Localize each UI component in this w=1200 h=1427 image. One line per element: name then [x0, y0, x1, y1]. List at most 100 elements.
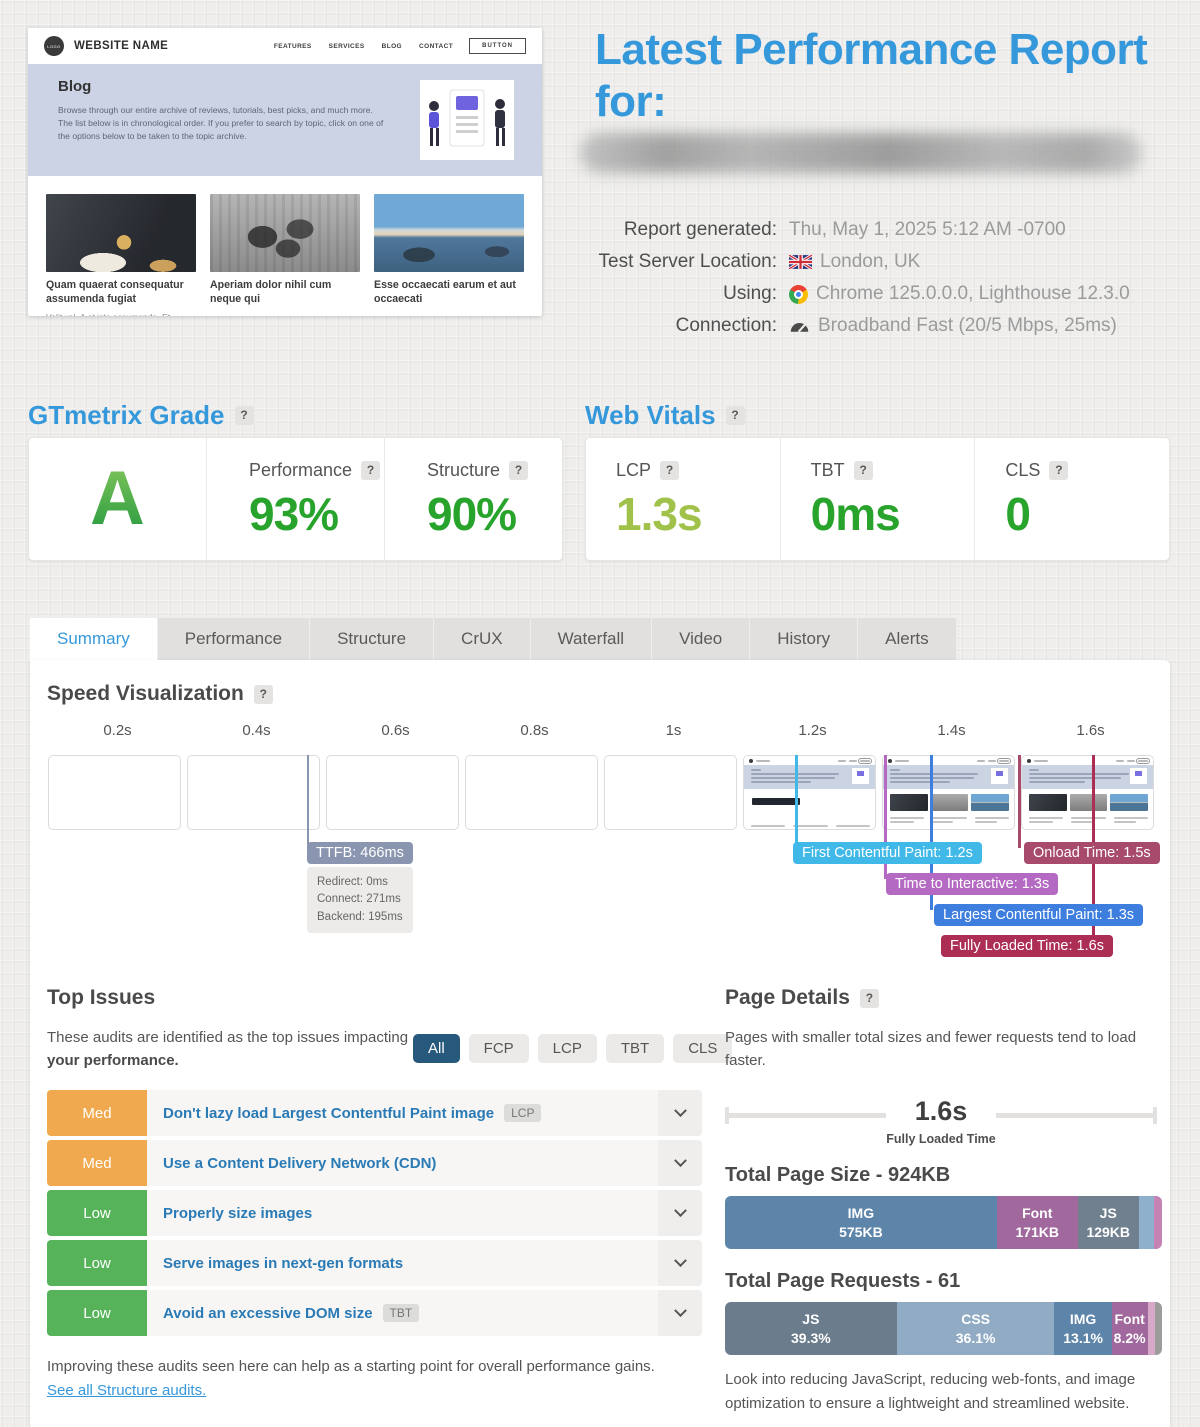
issue-title[interactable]: Don't lazy load Largest Contentful Paint…: [163, 1104, 495, 1122]
help-icon[interactable]: ?: [853, 461, 873, 480]
total-page-size-title: Total Page Size - 924KB: [725, 1164, 951, 1186]
structure-metric: Structure ? 90%: [384, 438, 562, 560]
tbt-label: TBT: [810, 460, 845, 480]
chevron-down-icon: [673, 1253, 687, 1267]
requests-segment-other1: [1147, 1302, 1155, 1355]
summary-panel: Speed Visualization ? 0.2s 0.4s 0.6s 0.8…: [30, 660, 1170, 1427]
requests-segment-js: JS 39.3%: [725, 1302, 897, 1355]
issue-row[interactable]: Low Avoid an excessive DOM size TBT: [47, 1290, 702, 1336]
ttfb-marker-line: [307, 755, 309, 847]
fully-loaded-time-slider: 1.6s Fully Loaded Time: [725, 1096, 1157, 1152]
meta-row-using: Using: Chrome 125.0.0.0, Lighthouse 12.3…: [585, 278, 1145, 310]
page-details-description: Pages with smaller total sizes and fewer…: [725, 1029, 1137, 1070]
issue-title[interactable]: Properly size images: [163, 1204, 313, 1222]
speed-visualization-heading: Speed Visualization ?: [47, 682, 273, 706]
tab-structure[interactable]: Structure: [310, 618, 435, 660]
size-segment-img: IMG 575KB: [725, 1196, 997, 1249]
top-issues-heading-text: Top Issues: [47, 986, 156, 1009]
top-issues-heading: Top Issues: [47, 986, 155, 1010]
meta-label: Report generated:: [623, 219, 777, 240]
preview-card-image-noodles: [46, 194, 196, 272]
help-icon[interactable]: ?: [361, 461, 381, 480]
filmstrip: [48, 755, 1160, 830]
filter-lcp-button[interactable]: LCP: [537, 1034, 597, 1063]
time-label: 1s: [665, 722, 682, 739]
issue-row[interactable]: Low Properly size images: [47, 1190, 702, 1236]
issue-title[interactable]: Use a Content Delivery Network (CDN): [163, 1154, 437, 1172]
total-page-requests-title: Total Page Requests - 61: [725, 1270, 961, 1292]
tab-performance[interactable]: Performance: [157, 618, 311, 660]
issues-list: Med Don't lazy load Largest Contentful P…: [47, 1090, 702, 1340]
help-icon[interactable]: ?: [509, 461, 529, 480]
issue-tag: TBT: [382, 1304, 420, 1322]
issue-title[interactable]: Avoid an excessive DOM size: [163, 1304, 373, 1322]
tti-marker-line: [884, 755, 887, 879]
meta-label: Test Server Location:: [598, 251, 777, 272]
filmstrip-frame: [465, 755, 598, 830]
issue-row[interactable]: Low Serve images in next-gen formats: [47, 1240, 702, 1286]
requests-segment-font: Font 8.2%: [1111, 1302, 1148, 1355]
tab-crux[interactable]: CrUX: [434, 618, 531, 660]
top-issues-description-text: These audits are identified as the top i…: [47, 1029, 409, 1046]
cls-metric: CLS ? 0: [974, 438, 1169, 560]
issue-row[interactable]: Med Don't lazy load Largest Contentful P…: [47, 1090, 702, 1136]
requests-segment-other2: [1154, 1302, 1162, 1355]
help-icon[interactable]: ?: [1049, 461, 1069, 480]
lcp-marker-line: [930, 755, 933, 910]
page-details-heading: Page Details ?: [725, 986, 879, 1010]
expand-chevron-area[interactable]: [658, 1290, 702, 1336]
gtmetrix-grade-heading: GTmetrix Grade ?: [28, 400, 254, 431]
preview-blog-card: Esse occaecati earum et aut occaecati: [374, 194, 524, 316]
tab-alerts[interactable]: Alerts: [858, 618, 957, 660]
filmstrip-time-labels: 0.2s 0.4s 0.6s 0.8s 1s 1.2s 1.4s 1.6s: [48, 722, 1160, 739]
tab-summary[interactable]: Summary: [30, 618, 158, 660]
issue-title[interactable]: Serve images in next-gen formats: [163, 1254, 404, 1272]
page-details-footer: Look into reducing JavaScript, reducing …: [725, 1371, 1136, 1412]
meta-value: Broadband Fast (20/5 Mbps, 25ms): [818, 315, 1117, 336]
meta-label: Connection:: [675, 315, 777, 336]
help-icon[interactable]: ?: [253, 684, 273, 704]
help-icon[interactable]: ?: [234, 406, 254, 425]
severity-badge: Low: [47, 1240, 147, 1286]
preview-hero-text: Browse through our entire archive of rev…: [58, 105, 384, 141]
tbt-metric: TBT ? 0ms: [779, 438, 975, 560]
website-preview-screenshot: LOGO WEBSITE NAME FEATURES SERVICES BLOG…: [28, 28, 542, 316]
tab-waterfall[interactable]: Waterfall: [530, 618, 653, 660]
size-segment-font: Font 171KB: [996, 1196, 1078, 1249]
top-issues-description-period: .: [174, 1052, 179, 1070]
chevron-down-icon: [673, 1153, 687, 1167]
requests-segment-img: IMG 13.1%: [1054, 1302, 1112, 1355]
time-label: 1.6s: [1076, 722, 1105, 739]
preview-card-image-beach: [374, 194, 524, 272]
fcp-badge: First Contentful Paint: 1.2s: [793, 842, 982, 864]
meta-value: Thu, May 1, 2025 5:12 AM -0700: [789, 219, 1066, 240]
filter-all-button[interactable]: All: [413, 1034, 460, 1063]
tab-history[interactable]: History: [750, 618, 859, 660]
filter-tbt-button[interactable]: TBT: [605, 1034, 665, 1063]
fully-loaded-badge: Fully Loaded Time: 1.6s: [941, 935, 1113, 957]
issue-row[interactable]: Med Use a Content Delivery Network (CDN): [47, 1140, 702, 1186]
preview-nav-item: FEATURES: [273, 42, 312, 50]
structure-label: Structure: [427, 460, 501, 480]
expand-chevron-area[interactable]: [658, 1090, 702, 1136]
see-all-structure-audits-link[interactable]: See all Structure audits.: [47, 1382, 207, 1399]
filter-cls-button[interactable]: CLS: [673, 1034, 733, 1063]
expand-chevron-area[interactable]: [658, 1240, 702, 1286]
meta-row-connection: Connection: Broadband Fast (20/5 Mbps, 2…: [585, 310, 1145, 342]
chrome-icon: [789, 284, 808, 304]
severity-badge: Low: [47, 1190, 147, 1236]
expand-chevron-area[interactable]: [658, 1140, 702, 1186]
help-icon[interactable]: ?: [859, 988, 879, 1008]
filmstrip-frame: [882, 755, 1015, 830]
tab-video[interactable]: Video: [652, 618, 751, 660]
expand-chevron-area[interactable]: [658, 1190, 702, 1236]
lcp-label: LCP: [616, 460, 652, 480]
preview-card-title: Quam quaerat consequatur assumenda fugia…: [46, 279, 184, 305]
help-icon[interactable]: ?: [660, 461, 680, 480]
chevron-down-icon: [673, 1203, 687, 1217]
help-icon[interactable]: ?: [725, 406, 745, 425]
size-segment-css: [1138, 1196, 1154, 1249]
ttfb-redirect: Redirect: 0ms: [317, 876, 388, 888]
size-segment-js: JS 129KB: [1077, 1196, 1139, 1249]
filter-fcp-button[interactable]: FCP: [468, 1034, 529, 1063]
